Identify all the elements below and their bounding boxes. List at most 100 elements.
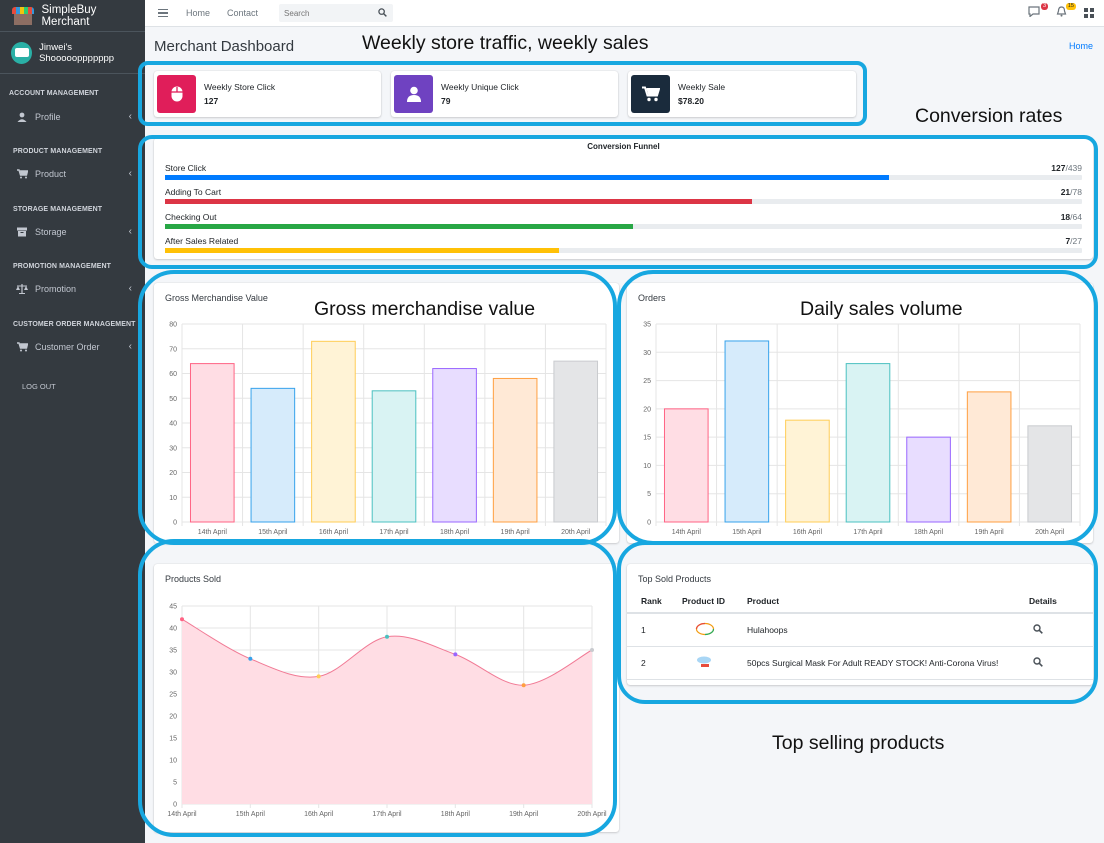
funnel-count: 21/78 [1060, 187, 1082, 197]
search-input[interactable] [284, 8, 379, 18]
y-tick-label: 30 [169, 670, 177, 677]
cart-icon [631, 75, 670, 113]
info-box-unique-click: Weekly Unique Click 79 [391, 71, 618, 117]
x-tick-label: 16th April [793, 529, 823, 536]
funnel-label: Adding To Cart [165, 187, 222, 197]
bar [432, 368, 477, 523]
data-point [521, 683, 526, 688]
x-tick-label: 20th April [561, 529, 591, 536]
user-panel[interactable]: Jinwei's Shoooooppppppp [0, 32, 145, 74]
logout-link[interactable]: LOG OUT [22, 382, 56, 391]
x-tick-label: 18th April [914, 529, 944, 536]
y-tick-label: 10 [169, 758, 177, 765]
data-point [385, 634, 389, 639]
progress-bar-fill [165, 199, 752, 204]
data-point [180, 617, 184, 622]
chevron-left-icon: ‹ [128, 283, 132, 294]
y-tick-label: 35 [169, 648, 177, 655]
y-tick-label: 40 [169, 421, 177, 428]
sidebar-item-profile[interactable]: Profile ‹ [0, 107, 145, 127]
top-sold-table: Rank Product ID Product Details 1 Hulaho… [627, 592, 1093, 680]
breadcrumb[interactable]: Home [1068, 41, 1093, 51]
menu-toggle-icon[interactable] [158, 8, 168, 18]
user-icon [394, 75, 433, 113]
brand-link[interactable]: SimpleBuy Merchant [0, 0, 145, 32]
progress-bar-fill [165, 248, 560, 253]
info-box-label: Weekly Store Click [204, 82, 276, 92]
area-fill [182, 619, 592, 804]
funnel-title: Conversion Funnel [587, 142, 660, 151]
x-tick-label: 17th April [853, 529, 883, 536]
top-navbar: Home Contact 3 15 [145, 0, 1104, 27]
progress-bar-fill [165, 224, 633, 229]
y-tick-label: 35 [643, 322, 651, 329]
data-point [453, 652, 458, 657]
annotation-top: Top selling products [772, 732, 945, 754]
table-header-row: Rank Product ID Product Details [627, 592, 1093, 614]
nav-home-link[interactable]: Home [186, 8, 211, 18]
bar [553, 360, 599, 523]
funnel-row: Store Click 127/439 [165, 163, 1082, 180]
details-search-icon[interactable] [1029, 646, 1093, 680]
info-box-value: $78.20 [678, 96, 704, 106]
nav-header-account: ACCOUNT MANAGEMENT [9, 90, 99, 97]
bell-icon[interactable]: 15 [1056, 3, 1076, 20]
y-tick-label: 50 [169, 396, 177, 403]
sidebar-item-label: Customer Order [35, 342, 100, 352]
info-box-label: Weekly Sale [678, 82, 726, 92]
x-tick-label: 20th April [1035, 529, 1065, 536]
sidebar-item-label: Product [35, 169, 67, 179]
avatar [11, 41, 33, 64]
y-tick-label: 15 [169, 736, 177, 743]
messages-icon[interactable]: 3 [1028, 3, 1048, 20]
x-tick-label: 14th April [672, 529, 702, 536]
data-point [590, 648, 594, 652]
search-icon[interactable] [378, 7, 387, 19]
x-tick-label: 15th April [258, 529, 288, 536]
nav-header-promotion: PROMOTION MANAGEMENT [13, 263, 112, 270]
sidebar-item-promotion[interactable]: Promotion ‹ [0, 279, 145, 299]
y-tick-label: 20 [169, 714, 177, 721]
progress-bar [165, 224, 1082, 229]
sidebar-item-storage[interactable]: Storage ‹ [0, 222, 145, 242]
chevron-left-icon: ‹ [128, 226, 132, 237]
table-row: 1 Hulahoops [627, 613, 1093, 647]
bar [250, 387, 296, 523]
sidebar-item-product[interactable]: Product ‹ [0, 164, 145, 184]
column-header-rank: Rank [627, 592, 668, 614]
bar [966, 391, 1012, 523]
sidebar-item-label: Storage [35, 227, 67, 237]
nav-header-storage: STORAGE MANAGEMENT [13, 206, 103, 213]
info-box-weekly-sale: Weekly Sale $78.20 [628, 71, 856, 117]
x-tick-label: 19th April [975, 529, 1005, 536]
bar [311, 340, 356, 523]
y-tick-label: 5 [173, 780, 177, 787]
nav-contact-link[interactable]: Contact [227, 8, 259, 18]
bar [371, 390, 417, 523]
gmv-bar-chart: 0 10 20 30 40 50 60 70 80 14th April 15th April 16t… [169, 322, 607, 536]
hulahoop-thumbnail-icon [668, 613, 733, 647]
messages-badge: 3 [1040, 3, 1048, 10]
x-tick-label: 18th April [441, 811, 471, 818]
nav-header-customer-order: CUSTOMER ORDER MANAGEMENT [13, 321, 136, 328]
products-sold-title: Products Sold [165, 574, 222, 584]
top-sold-title: Top Sold Products [638, 574, 712, 584]
funnel-row: After Sales Related 7/27 [165, 236, 1082, 253]
chevron-left-icon: ‹ [128, 341, 132, 352]
y-tick-label: 25 [643, 378, 651, 385]
highlight-traffic-box [138, 61, 867, 126]
y-tick-label: 0 [173, 520, 177, 527]
apps-grid-icon[interactable] [1084, 8, 1094, 18]
x-tick-label: 14th April [167, 811, 197, 818]
annotation-conversion: Conversion rates [915, 105, 1063, 127]
mouse-icon [157, 75, 196, 113]
sidebar-item-customer-order[interactable]: Customer Order ‹ [0, 337, 145, 357]
chevron-left-icon: ‹ [128, 111, 132, 122]
y-tick-label: 30 [643, 350, 651, 357]
highlight-products-sold-box [138, 539, 617, 837]
funnel-count: 7/27 [1065, 236, 1082, 246]
sidebar-item-label: Promotion [35, 284, 77, 294]
details-search-icon[interactable] [1029, 613, 1093, 647]
bar [663, 408, 709, 523]
